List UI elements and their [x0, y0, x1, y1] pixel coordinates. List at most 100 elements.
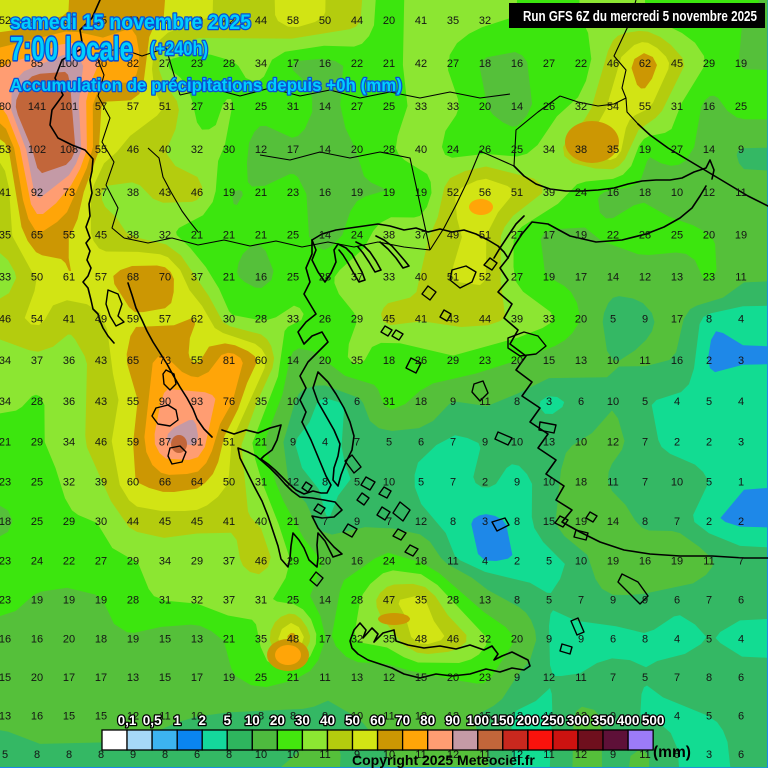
svg-text:9: 9	[642, 314, 648, 326]
svg-text:15: 15	[415, 672, 427, 684]
svg-text:33: 33	[543, 314, 555, 326]
svg-text:45: 45	[159, 516, 171, 528]
svg-text:5: 5	[546, 595, 552, 607]
svg-text:58: 58	[31, 15, 43, 27]
svg-text:12: 12	[287, 477, 299, 489]
svg-text:20: 20	[383, 15, 395, 27]
svg-text:57: 57	[95, 272, 107, 284]
svg-text:9: 9	[738, 144, 744, 156]
svg-text:5: 5	[2, 749, 8, 761]
svg-text:29: 29	[703, 58, 715, 70]
svg-text:8: 8	[642, 634, 648, 646]
svg-text:7: 7	[450, 437, 456, 449]
svg-text:28: 28	[31, 396, 43, 408]
svg-text:15: 15	[543, 516, 555, 528]
svg-text:7: 7	[322, 516, 328, 528]
svg-text:28: 28	[447, 595, 459, 607]
svg-text:21: 21	[287, 672, 299, 684]
svg-text:51: 51	[447, 272, 459, 284]
svg-text:28: 28	[319, 272, 331, 284]
svg-text:19: 19	[735, 230, 747, 242]
svg-text:29: 29	[191, 556, 203, 568]
svg-text:20: 20	[575, 314, 587, 326]
svg-text:40: 40	[320, 713, 335, 728]
svg-text:25: 25	[735, 101, 747, 113]
svg-text:12: 12	[639, 272, 651, 284]
svg-text:14: 14	[703, 144, 715, 156]
svg-text:2: 2	[198, 713, 206, 728]
svg-text:5: 5	[706, 634, 712, 646]
svg-text:10: 10	[287, 749, 299, 761]
svg-text:20: 20	[270, 713, 285, 728]
svg-text:141: 141	[28, 101, 46, 113]
svg-text:14: 14	[607, 272, 619, 284]
svg-text:21: 21	[255, 230, 267, 242]
svg-text:59: 59	[127, 314, 139, 326]
svg-text:91: 91	[191, 437, 203, 449]
svg-text:9: 9	[354, 749, 360, 761]
svg-text:16: 16	[639, 556, 651, 568]
svg-text:49: 49	[95, 314, 107, 326]
svg-text:60: 60	[255, 355, 267, 367]
svg-text:18: 18	[415, 556, 427, 568]
svg-text:15: 15	[63, 711, 75, 723]
svg-text:42: 42	[415, 58, 427, 70]
svg-text:27: 27	[543, 58, 555, 70]
svg-text:10: 10	[607, 396, 619, 408]
svg-text:16: 16	[319, 187, 331, 199]
svg-text:25: 25	[255, 672, 267, 684]
svg-text:Accumulation de précipitations: Accumulation de précipitations depuis +0…	[10, 75, 402, 95]
svg-text:9: 9	[322, 711, 328, 723]
svg-text:10: 10	[287, 396, 299, 408]
svg-text:12: 12	[447, 749, 459, 761]
svg-text:62: 62	[639, 58, 651, 70]
svg-text:27: 27	[511, 272, 523, 284]
svg-text:Copyright 2025 Meteociel.fr: Copyright 2025 Meteociel.fr	[352, 752, 535, 768]
svg-text:20: 20	[319, 556, 331, 568]
svg-text:37: 37	[223, 556, 235, 568]
svg-text:40: 40	[255, 516, 267, 528]
svg-text:34: 34	[543, 144, 555, 156]
svg-text:31: 31	[671, 101, 683, 113]
svg-text:19: 19	[639, 144, 651, 156]
svg-text:85: 85	[31, 58, 43, 70]
svg-text:29: 29	[63, 516, 75, 528]
svg-text:48: 48	[415, 634, 427, 646]
svg-text:14: 14	[287, 355, 299, 367]
svg-text:45: 45	[95, 230, 107, 242]
svg-text:41: 41	[0, 187, 11, 199]
svg-text:41: 41	[223, 516, 235, 528]
svg-text:43: 43	[447, 314, 459, 326]
svg-text:10: 10	[351, 711, 363, 723]
svg-text:12: 12	[607, 437, 619, 449]
svg-text:64: 64	[191, 477, 203, 489]
svg-text:29: 29	[127, 556, 139, 568]
svg-text:49: 49	[447, 230, 459, 242]
svg-text:4: 4	[674, 634, 680, 646]
svg-text:Run GFS 6Z du mercredi 5 novem: Run GFS 6Z du mercredi 5 novembre 2025	[523, 8, 757, 25]
svg-text:1: 1	[738, 477, 744, 489]
svg-text:2: 2	[738, 516, 744, 528]
svg-text:11: 11	[735, 187, 746, 199]
svg-text:2: 2	[706, 437, 712, 449]
svg-text:25: 25	[31, 477, 43, 489]
svg-text:51: 51	[511, 187, 523, 199]
svg-text:25: 25	[287, 595, 299, 607]
svg-text:9: 9	[226, 711, 232, 723]
svg-text:32: 32	[351, 634, 363, 646]
svg-text:150: 150	[492, 713, 515, 728]
svg-text:12: 12	[511, 749, 523, 761]
svg-text:108: 108	[60, 144, 78, 156]
svg-text:11: 11	[447, 556, 458, 568]
svg-text:14: 14	[319, 144, 331, 156]
svg-text:31: 31	[383, 396, 395, 408]
svg-text:21: 21	[0, 437, 11, 449]
svg-text:10: 10	[671, 187, 683, 199]
svg-text:4: 4	[738, 634, 744, 646]
svg-text:8: 8	[226, 749, 232, 761]
svg-text:13: 13	[575, 355, 587, 367]
svg-text:55: 55	[191, 355, 203, 367]
svg-text:5: 5	[418, 477, 424, 489]
svg-text:45: 45	[383, 314, 395, 326]
svg-text:9: 9	[290, 437, 296, 449]
